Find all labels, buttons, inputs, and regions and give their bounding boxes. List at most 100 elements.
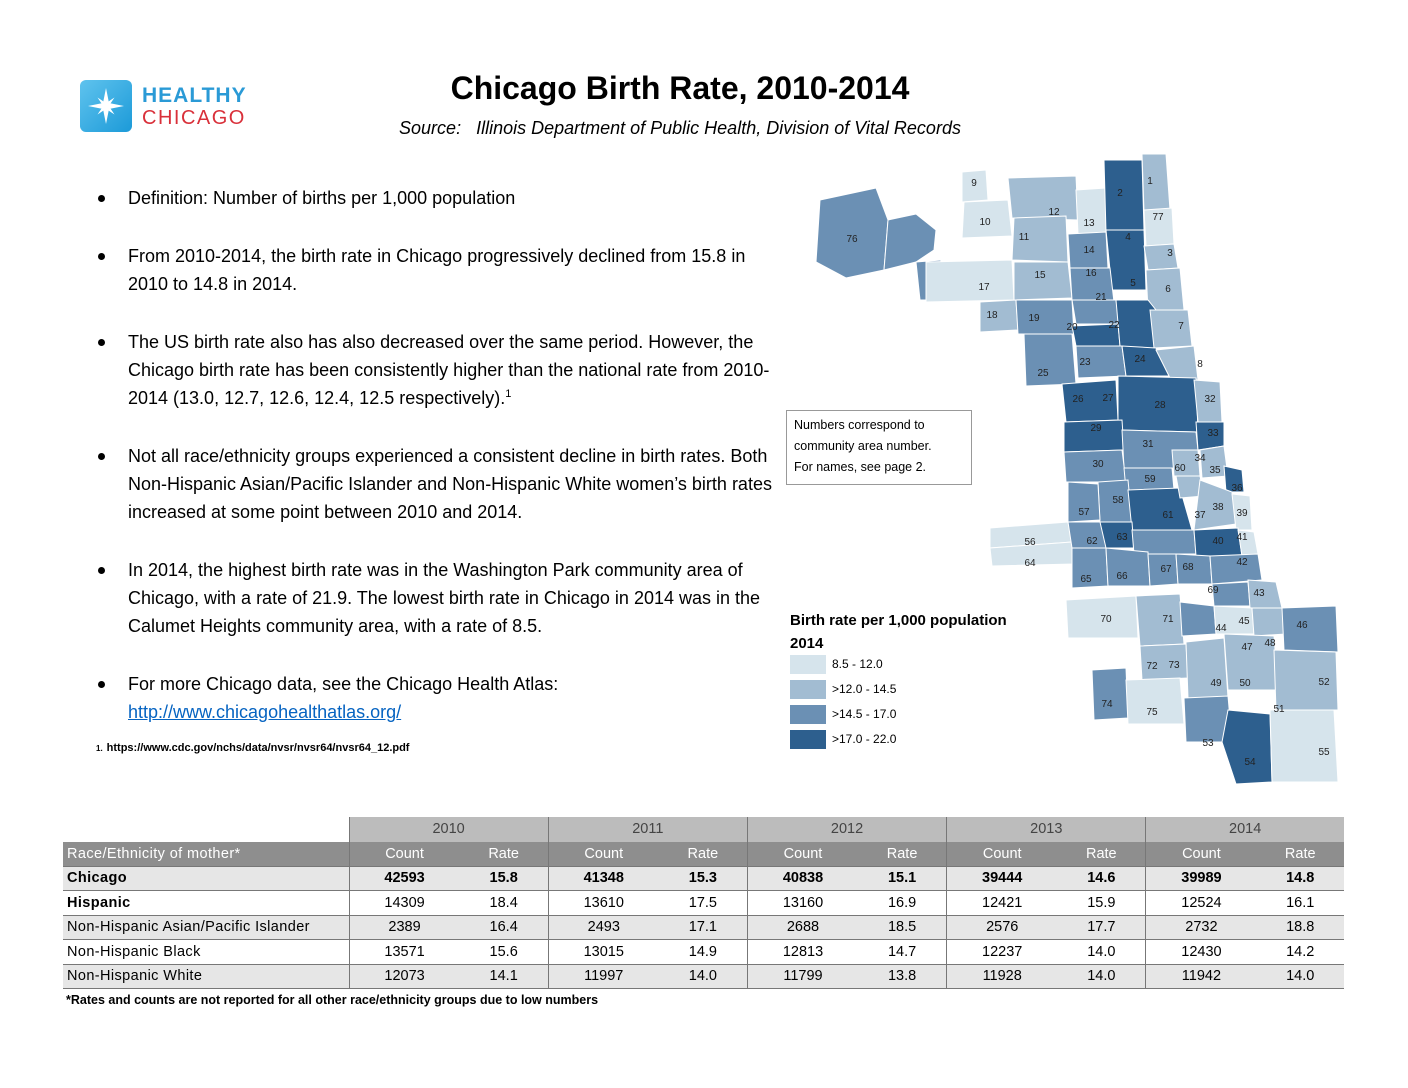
year-header: 2012 [746,817,947,842]
table-row: Non-Hispanic Asian/Pacific Islander 2389… [63,914,1344,940]
svg-text:27: 27 [1102,393,1114,404]
svg-text:61: 61 [1162,510,1174,521]
svg-text:15: 15 [1034,270,1046,281]
svg-text:73: 73 [1168,660,1180,671]
svg-text:36: 36 [1231,483,1243,494]
svg-text:53: 53 [1202,738,1214,749]
svg-text:76: 76 [846,234,858,245]
svg-text:58: 58 [1112,495,1124,506]
svg-text:72: 72 [1146,661,1158,672]
health-atlas-link[interactable]: http://www.chicagohealthatlas.org/ [128,702,402,722]
legend-year: 2014 [790,635,824,652]
table-row: Hispanic 14309 18.4 13610 17.5 13160 16.9 1… [63,890,1344,915]
svg-text:38: 38 [1212,502,1224,513]
svg-text:69: 69 [1207,585,1219,596]
svg-text:7: 7 [1178,321,1184,332]
svg-text:24: 24 [1134,354,1146,365]
svg-text:70: 70 [1100,614,1112,625]
svg-text:35: 35 [1209,465,1221,476]
svg-text:74: 74 [1101,699,1113,710]
svg-text:21: 21 [1095,292,1107,303]
svg-text:48: 48 [1264,638,1276,649]
svg-text:22: 22 [1108,320,1120,331]
legend-swatch [790,655,826,674]
svg-text:57: 57 [1078,507,1090,518]
svg-text:47: 47 [1241,642,1253,653]
svg-text:39: 39 [1236,508,1248,519]
map-note: Numbers correspond to community area num… [786,410,972,485]
svg-text:25: 25 [1037,368,1049,379]
logo-text-healthy: HEALTHY [142,84,247,107]
table-row: Chicago 42593 15.8 41348 15.3 40838 15.1 39… [63,865,1344,891]
svg-text:45: 45 [1238,616,1250,627]
svg-text:63: 63 [1116,532,1128,543]
svg-text:44: 44 [1215,623,1227,634]
svg-text:29: 29 [1090,423,1102,434]
svg-text:14: 14 [1083,245,1095,256]
page-title: Chicago Birth Rate, 2010-2014 [450,70,910,106]
svg-text:46: 46 [1296,620,1308,631]
legend-swatch [790,730,826,749]
svg-text:54: 54 [1244,757,1256,768]
svg-text:20: 20 [1066,322,1078,333]
svg-text:60: 60 [1174,463,1186,474]
legend-item: >14.5 - 17.0 [790,702,1007,727]
svg-text:30: 30 [1092,459,1104,470]
svg-text:77: 77 [1152,212,1164,223]
bullet-list: Definition: Number of births per 1,000 p… [96,184,776,756]
bullet-highest-lowest: In 2014, the highest birth rate was in t… [96,556,776,640]
source-line: Source: Illinois Department of Public He… [399,118,961,138]
year-header: 2013 [946,817,1146,842]
svg-text:9: 9 [971,178,977,189]
bullet-us-rate: The US birth rate also has also decrease… [96,328,776,412]
table-row: Non-Hispanic White 12073 14.1 11997 14.0 1… [63,963,1344,989]
svg-text:18: 18 [986,310,998,321]
logo-text-chicago: CHICAGO [142,107,246,129]
svg-text:10: 10 [979,217,991,228]
healthy-chicago-logo: HEALTHY CHICAGO [80,80,280,132]
svg-text:75: 75 [1146,707,1158,718]
svg-text:55: 55 [1318,747,1330,758]
svg-text:32: 32 [1204,394,1216,405]
svg-text:37: 37 [1194,510,1206,521]
map-legend: Birth rate per 1,000 population 2014 8.5… [790,612,1007,752]
bullet-race-ethnicity: Not all race/ethnicity groups experience… [96,442,776,526]
birth-rate-table: 2010 2011 2012 2013 2014 Race/Ethnicity … [63,817,1344,989]
svg-text:64: 64 [1024,558,1036,569]
svg-text:23: 23 [1079,357,1091,368]
legend-item: >12.0 - 14.5 [790,677,1007,702]
legend-item: 8.5 - 12.0 [790,652,1007,677]
svg-text:52: 52 [1318,677,1330,688]
svg-text:16: 16 [1085,268,1097,279]
svg-text:3: 3 [1167,248,1173,259]
star-icon [80,80,132,132]
year-header: 2014 [1145,817,1344,842]
legend-swatch [790,680,826,699]
svg-text:13: 13 [1083,218,1095,229]
legend-item: >17.0 - 22.0 [790,727,1007,752]
svg-text:41: 41 [1236,532,1248,543]
svg-text:17: 17 [978,282,990,293]
svg-text:51: 51 [1273,704,1285,715]
svg-text:12: 12 [1048,207,1060,218]
legend-swatch [790,705,826,724]
svg-text:65: 65 [1080,574,1092,585]
footnote-marker: 1 [505,388,512,400]
svg-text:50: 50 [1239,678,1251,689]
svg-text:68: 68 [1182,562,1194,573]
legend-title: Birth rate per 1,000 population [790,612,1007,629]
svg-text:28: 28 [1154,400,1166,411]
svg-text:49: 49 [1210,678,1222,689]
svg-text:42: 42 [1236,557,1248,568]
table-row: Non-Hispanic Black 13571 15.6 13015 14.9 1… [63,939,1344,964]
svg-text:26: 26 [1072,394,1084,405]
table-year-row: 2010 2011 2012 2013 2014 [63,817,1344,842]
year-header: 2011 [547,817,748,842]
table-footnote: *Rates and counts are not reported for a… [66,993,599,1007]
bullet-decline: From 2010-2014, the birth rate in Chicag… [96,242,776,298]
svg-text:19: 19 [1028,313,1040,324]
bullet-definition: Definition: Number of births per 1,000 p… [96,184,776,212]
svg-text:67: 67 [1160,564,1172,575]
year-header: 2010 [348,817,549,842]
svg-text:43: 43 [1253,588,1265,599]
